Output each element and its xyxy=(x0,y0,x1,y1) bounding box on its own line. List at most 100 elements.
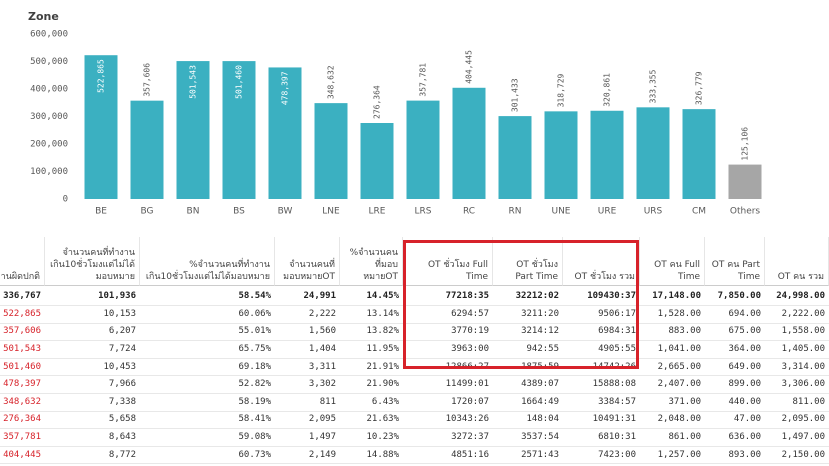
x-tick-label: CM xyxy=(692,207,706,217)
table-cell: 3,311 xyxy=(308,361,336,372)
table-cell: 60.06% xyxy=(238,308,271,319)
x-tick-label: BE xyxy=(95,207,107,217)
bar xyxy=(360,122,394,199)
column-header: %จำนวนคนที่มอบหมายOT xyxy=(340,237,403,286)
table-cell: 883.00 xyxy=(668,326,701,337)
value-label: 301,433 xyxy=(511,78,520,112)
row-divider xyxy=(0,305,829,306)
table-cell: 7,966 xyxy=(108,379,136,390)
x-tick-label: LRS xyxy=(415,207,432,217)
table-cell: 11.95% xyxy=(366,343,399,354)
table-cell: 3214:12 xyxy=(521,326,559,337)
bar xyxy=(590,110,624,199)
table-cell: 1,558.00 xyxy=(781,326,825,337)
table-cell: 2571:43 xyxy=(521,449,559,460)
row-divider xyxy=(0,463,829,465)
total-cell: 32212:02 xyxy=(515,291,559,301)
column-header: จำนวนคนที่มอบหมายOT xyxy=(275,237,340,286)
table-cell: 65.75% xyxy=(238,343,271,354)
x-tick-label: Others xyxy=(730,207,761,217)
value-label: 501,460 xyxy=(235,65,244,99)
x-tick-label: RC xyxy=(463,207,475,217)
table-cell: 942:55 xyxy=(526,343,559,354)
table-cell: 501,543 xyxy=(3,343,41,354)
table-cell: 1,560 xyxy=(308,326,336,337)
table-cell: 2,149 xyxy=(308,449,336,460)
y-tick-label: 200,000 xyxy=(30,140,68,150)
row-divider xyxy=(0,410,829,412)
table-cell: 899.00 xyxy=(728,379,761,390)
table-cell: 501,460 xyxy=(3,361,41,372)
y-tick-label: 100,000 xyxy=(30,167,68,177)
table-cell: 1,497 xyxy=(308,431,336,442)
total-cell: 77218:35 xyxy=(445,291,489,301)
row-divider xyxy=(0,375,829,377)
row-divider xyxy=(0,428,829,430)
table-cell: 675.00 xyxy=(728,326,761,337)
row-divider xyxy=(0,445,829,447)
value-label: 320,861 xyxy=(603,73,612,107)
value-label: 501,543 xyxy=(189,65,198,99)
table-cell: 6.43% xyxy=(371,396,399,407)
table-cell: 5,658 xyxy=(108,414,136,425)
row-divider xyxy=(0,322,829,324)
table-cell: 7,338 xyxy=(108,396,136,407)
table-cell: 276,364 xyxy=(3,414,41,425)
chart: Zone 0 100,000 200,000 300,000 400,000 500,00… xyxy=(28,10,762,217)
table-cell: 21.90% xyxy=(366,379,399,390)
total-cell: 58.54% xyxy=(238,291,271,301)
table-cell: 2,222 xyxy=(308,308,336,319)
x-tick-label: BG xyxy=(141,207,154,217)
total-cell: 336,767 xyxy=(3,291,41,301)
table-cell: 3384:57 xyxy=(598,396,636,407)
table-cell: 6294:57 xyxy=(451,308,489,319)
table-cell: 4851:16 xyxy=(451,449,489,460)
value-label: 522,865 xyxy=(97,59,106,93)
x-tick-label: LRE xyxy=(369,207,386,217)
table-cell: 58.41% xyxy=(238,414,271,425)
table-cell: 52.82% xyxy=(238,379,271,390)
table-cell: 2,665.00 xyxy=(657,361,701,372)
table-cell: 47.00 xyxy=(733,414,761,425)
bar xyxy=(682,109,716,199)
bar xyxy=(452,87,486,199)
bar xyxy=(728,164,762,199)
total-cell: 109430:37 xyxy=(587,291,636,301)
row-divider xyxy=(0,393,829,394)
table-cell: 371.00 xyxy=(668,396,701,407)
bar xyxy=(636,107,670,199)
row-divider xyxy=(0,357,829,359)
table-cell: 69.18% xyxy=(238,361,271,372)
table-cell: 440.00 xyxy=(728,396,761,407)
column-header: OT คน Part Time xyxy=(705,237,765,286)
table-cell: 861.00 xyxy=(668,431,701,442)
row-divider xyxy=(0,340,829,342)
table-cell: 1,497.00 xyxy=(781,431,825,442)
table-cell: 3537:54 xyxy=(521,431,559,442)
value-label: 276,364 xyxy=(373,85,382,119)
total-cell: 14.45% xyxy=(366,291,399,301)
table-cell: 10,153 xyxy=(103,308,136,319)
table-cell: 6984:31 xyxy=(598,326,636,337)
table-cell: 10491:31 xyxy=(592,414,636,425)
table-cell: 7423:00 xyxy=(598,449,636,460)
chart-title: Zone xyxy=(28,10,59,23)
table-cell: 2,095.00 xyxy=(781,414,825,425)
column-header: %จำนวนคนที่ทำงานเกิน10ชั่วโมงแต่ไม่ได้มอ… xyxy=(140,237,275,286)
y-tick-label: 500,000 xyxy=(30,57,68,67)
table-cell: 21.63% xyxy=(366,414,399,425)
table-cell: 59.08% xyxy=(238,431,271,442)
y-tick-label: 300,000 xyxy=(30,112,68,122)
table-cell: 649.00 xyxy=(728,361,761,372)
table-cell: 8,643 xyxy=(108,431,136,442)
table-cell: 404,445 xyxy=(3,449,41,460)
value-label: 348,632 xyxy=(327,65,336,99)
table-cell: 1,041.00 xyxy=(657,343,701,354)
highlight-box xyxy=(403,240,639,369)
table-cell: 364.00 xyxy=(728,343,761,354)
total-cell: 24,998.00 xyxy=(776,291,825,301)
column-header: งานผิดปกติ xyxy=(0,237,45,286)
table-cell: 478,397 xyxy=(3,379,41,390)
table-cell: 4905:55 xyxy=(598,343,636,354)
